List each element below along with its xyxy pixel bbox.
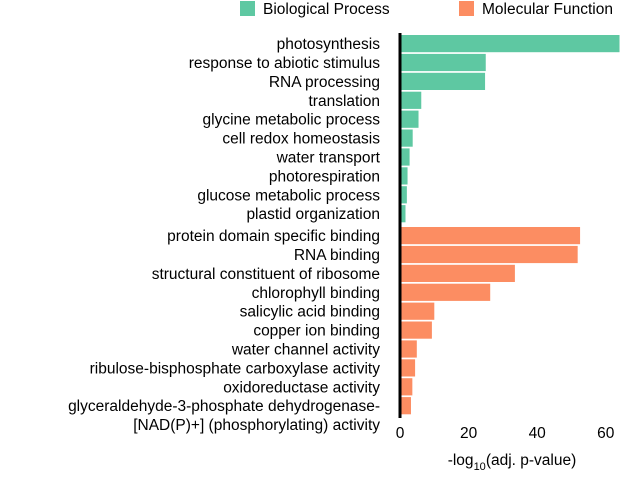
category-label-3: translation	[308, 93, 380, 110]
category-label-4: glycine metabolic process	[203, 112, 381, 129]
bar-16	[400, 340, 417, 358]
x-tick-label-3: 60	[597, 425, 615, 442]
bar-19	[400, 397, 411, 415]
bar-5	[400, 129, 413, 147]
bar-1	[400, 53, 486, 72]
bar-6	[400, 148, 410, 166]
bar-15	[400, 321, 432, 339]
bar-12	[400, 264, 515, 282]
x-tick-label-1: 20	[460, 425, 478, 442]
category-label-13: chlorophyll binding	[252, 285, 380, 302]
bar-17	[400, 359, 416, 377]
category-label-7: photorespiration	[269, 168, 380, 185]
category-label-9: plastid organization	[246, 206, 380, 223]
x-axis: 0 20 40 60 -log10(adj. p-value)	[396, 33, 615, 473]
category-label-18: oxidoreductase activity	[223, 379, 380, 396]
category-labels: photosynthesis response to abiotic stimul…	[68, 36, 381, 434]
bar-2	[400, 72, 486, 90]
legend-swatch-0	[240, 1, 255, 16]
bar-4	[400, 110, 419, 128]
bar-11	[400, 245, 578, 264]
legend-label-1: Molecular Function	[482, 1, 613, 18]
bar-10	[400, 227, 581, 245]
category-label-1: response to abiotic stimulus	[189, 55, 381, 72]
x-tick-label-0: 0	[396, 425, 405, 442]
bar-9	[400, 205, 406, 223]
category-label-11: RNA binding	[294, 247, 380, 264]
bar-14	[400, 302, 435, 320]
category-label-14: salicylic acid binding	[240, 304, 380, 321]
legend: Biological Process Molecular Function	[240, 1, 613, 18]
bar-8	[400, 186, 407, 204]
category-label-0: photosynthesis	[277, 36, 381, 53]
category-label-10: protein domain specific binding	[167, 228, 380, 245]
category-label-19: glyceraldehyde-3-phosphate dehydrogenase…	[68, 398, 380, 415]
legend-label-0: Biological Process	[263, 1, 390, 18]
category-label-20: [NAD(P)+] (phosphorylating) activity	[133, 417, 380, 434]
legend-swatch-1	[459, 1, 474, 16]
x-tick-label-2: 40	[529, 425, 547, 442]
category-label-12: structural constituent of ribosome	[152, 266, 380, 283]
bar-3	[400, 91, 422, 109]
bars-group	[400, 35, 620, 415]
category-label-8: glucose metabolic process	[197, 187, 380, 204]
category-label-17: ribulose-bisphosphate carboxylase activi…	[90, 360, 381, 377]
category-label-15: copper ion binding	[253, 323, 380, 340]
category-label-2: RNA processing	[269, 74, 380, 91]
category-label-5: cell redox homeostasis	[222, 131, 380, 148]
bar-13	[400, 283, 491, 301]
bar-7	[400, 167, 408, 185]
category-label-16: water channel activity	[231, 342, 380, 359]
bar-0	[400, 35, 620, 53]
bar-18	[400, 378, 413, 396]
x-axis-label: -log10(adj. p-value)	[448, 452, 577, 473]
category-label-6: water transport	[276, 150, 381, 167]
